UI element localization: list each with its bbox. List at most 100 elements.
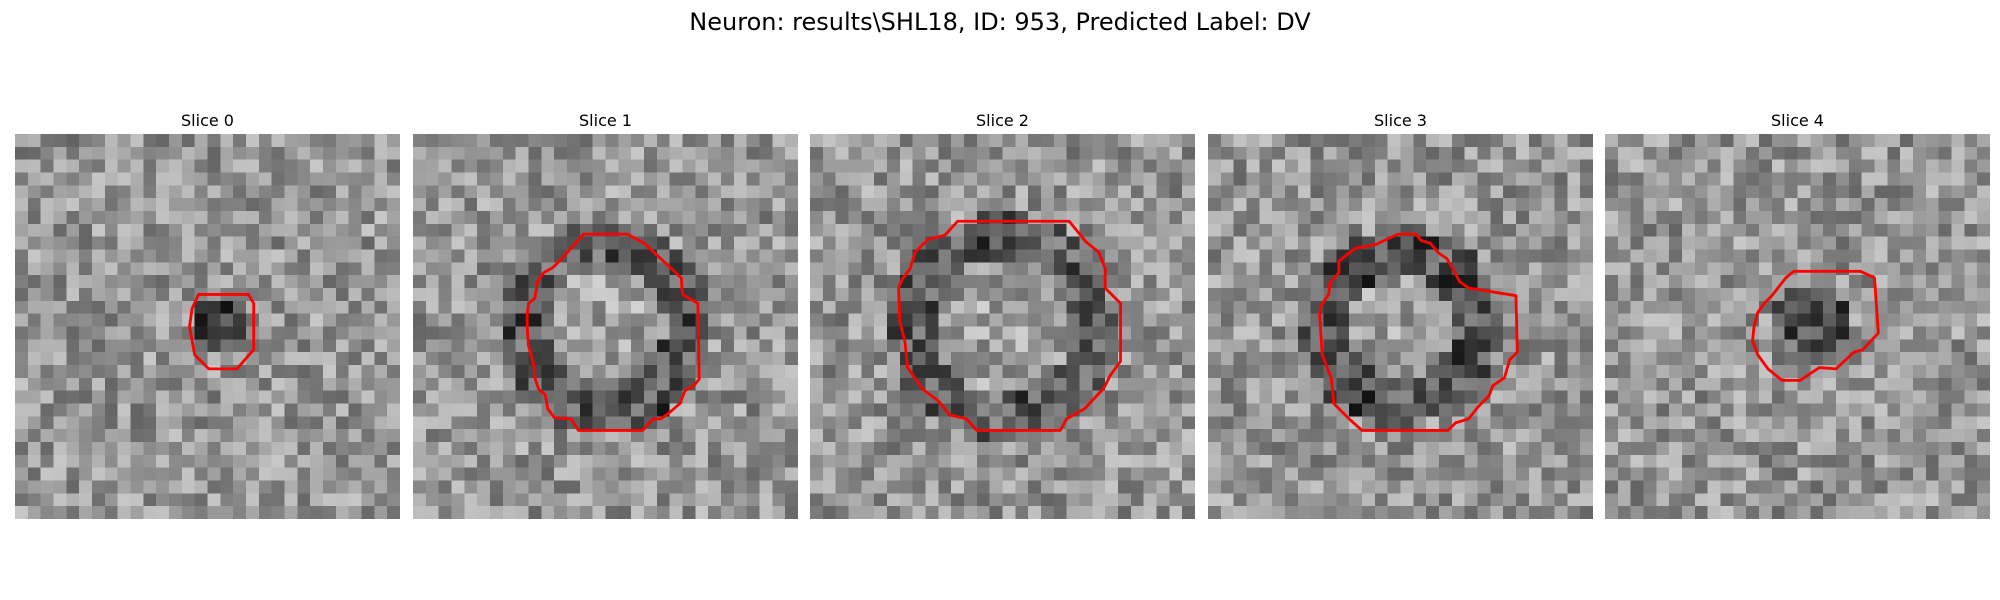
pixel — [53, 275, 67, 289]
pixel — [181, 236, 195, 250]
pixel — [27, 185, 41, 199]
pixel — [1516, 454, 1530, 468]
pixel — [246, 442, 260, 456]
pixel — [1733, 442, 1747, 456]
pixel — [1400, 339, 1414, 353]
pixel — [15, 159, 29, 173]
pixel — [1759, 493, 1773, 507]
pixel — [1387, 429, 1401, 443]
pixel — [848, 352, 862, 366]
pixel — [1041, 339, 1055, 353]
pixel — [1874, 146, 1888, 160]
pixel — [181, 493, 195, 507]
pixel — [1797, 352, 1811, 366]
pixel — [1759, 262, 1773, 276]
pixel — [1118, 493, 1132, 507]
pixel — [1823, 198, 1837, 212]
pixel — [1079, 159, 1093, 173]
pixel — [964, 429, 978, 443]
pixel — [233, 211, 247, 225]
pixel — [117, 198, 131, 212]
pixel — [567, 377, 581, 391]
pixel — [1169, 365, 1183, 379]
pixel — [887, 223, 901, 237]
pixel — [1810, 390, 1824, 404]
pixel — [104, 416, 118, 430]
pixel — [181, 262, 195, 276]
pixel — [1374, 442, 1388, 456]
pixel — [451, 506, 465, 519]
pixel — [1208, 249, 1222, 263]
pixel — [1848, 185, 1862, 199]
pixel — [40, 365, 54, 379]
pixel — [15, 326, 29, 340]
pixel — [1220, 377, 1234, 391]
pixel — [66, 403, 80, 417]
pixel — [310, 467, 324, 481]
pixel — [567, 275, 581, 289]
pixel — [1567, 262, 1581, 276]
pixel — [284, 172, 298, 186]
pixel — [708, 454, 722, 468]
pixel — [490, 172, 504, 186]
pixel — [1156, 390, 1170, 404]
pixel — [1977, 146, 1990, 160]
pixel — [618, 211, 632, 225]
pixel — [1118, 403, 1132, 417]
pixel — [964, 480, 978, 494]
pixel — [258, 403, 272, 417]
pixel — [1066, 236, 1080, 250]
pixel — [1349, 493, 1363, 507]
pixel — [1426, 365, 1440, 379]
pixel — [1656, 403, 1670, 417]
pixel — [1694, 172, 1708, 186]
pixel — [451, 223, 465, 237]
pixel — [938, 506, 952, 519]
pixel — [1617, 275, 1631, 289]
pixel — [1285, 146, 1299, 160]
pixel — [130, 506, 144, 519]
pixel — [477, 313, 491, 327]
pixel — [1567, 493, 1581, 507]
pixel — [1490, 211, 1504, 225]
pixel — [477, 390, 491, 404]
pixel — [1503, 185, 1517, 199]
pixel — [1105, 467, 1119, 481]
pixel — [848, 236, 862, 250]
pixel — [976, 134, 990, 148]
pixel — [1836, 390, 1850, 404]
pixel — [1630, 403, 1644, 417]
pixel — [194, 313, 208, 327]
pixel — [605, 339, 619, 353]
pixel — [1605, 249, 1619, 263]
pixel — [1066, 416, 1080, 430]
pixel — [1233, 429, 1247, 443]
pixel — [1848, 493, 1862, 507]
pixel — [1439, 390, 1453, 404]
pixel — [528, 442, 542, 456]
pixel — [1848, 403, 1862, 417]
pixel — [1887, 172, 1901, 186]
pixel — [1694, 223, 1708, 237]
pixel — [297, 172, 311, 186]
pixel — [1900, 442, 1914, 456]
pixel — [1259, 172, 1273, 186]
pixel — [130, 223, 144, 237]
slice-title: Slice 2 — [976, 111, 1029, 130]
pixel — [1233, 223, 1247, 237]
pixel — [490, 403, 504, 417]
pixel — [323, 339, 337, 353]
pixel — [964, 134, 978, 148]
pixel — [310, 185, 324, 199]
pixel — [1400, 506, 1414, 519]
pixel — [1836, 300, 1850, 314]
pixel — [835, 275, 849, 289]
pixel — [1656, 454, 1670, 468]
pixel — [1259, 326, 1273, 340]
pixel — [502, 416, 516, 430]
pixel — [1387, 506, 1401, 519]
pixel — [644, 390, 658, 404]
pixel — [656, 300, 670, 314]
pixel — [1746, 172, 1760, 186]
pixel — [1503, 198, 1517, 212]
